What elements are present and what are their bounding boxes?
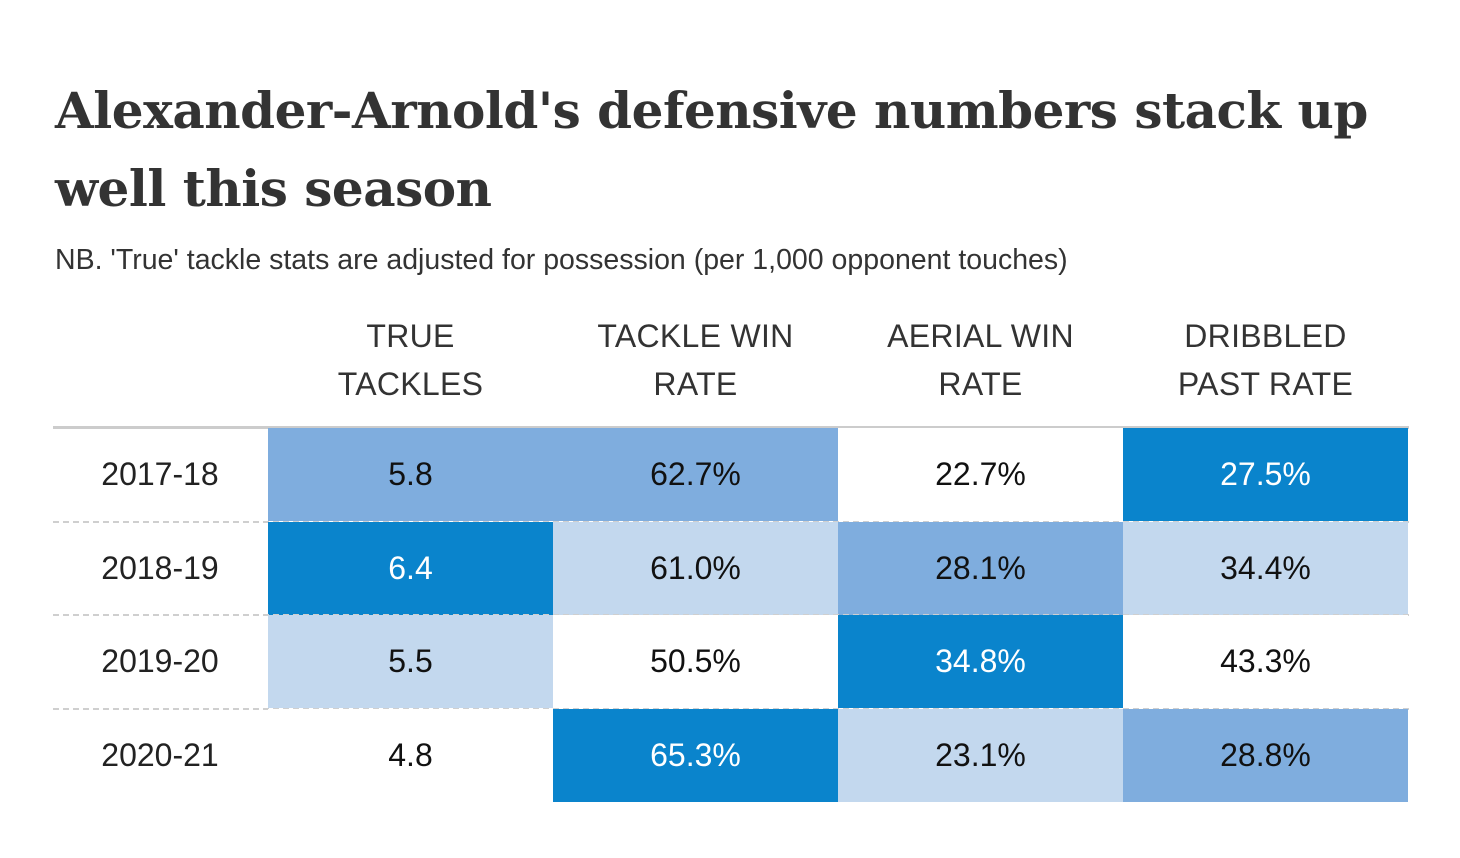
chart-title: Alexander-Arnold's defensive numbers sta… bbox=[55, 81, 1368, 218]
column-header-line: DRIBBLED bbox=[1184, 318, 1347, 354]
table-row: 2018-19 6.4 61.0% 28.1% 34.4% bbox=[53, 522, 1409, 615]
table-cell: 6.4 bbox=[268, 522, 553, 615]
table-cell: 65.3% bbox=[553, 709, 838, 802]
row-label: 2017-18 bbox=[101, 456, 219, 492]
chart-subtitle: NB. 'True' tackle stats are adjusted for… bbox=[55, 244, 1068, 276]
table-cell: 22.7% bbox=[838, 428, 1123, 521]
table-cell: 61.0% bbox=[553, 522, 838, 615]
table-cell: 34.8% bbox=[838, 615, 1123, 708]
table-cell: 50.5% bbox=[553, 615, 838, 708]
column-header-line: TRUE bbox=[366, 318, 455, 354]
column-header-line: PAST RATE bbox=[1177, 366, 1354, 402]
table-row: 2020-21 4.8 65.3% 23.1% 28.8% bbox=[53, 709, 1409, 802]
column-header-aerial-win-rate: AERIAL WIN RATE bbox=[838, 312, 1123, 408]
table-cell: 4.8 bbox=[268, 709, 553, 802]
table-cell: 62.7% bbox=[553, 428, 838, 521]
table-cell: 23.1% bbox=[838, 709, 1123, 802]
column-header-line: AERIAL WIN bbox=[887, 318, 1074, 354]
column-header-line: TACKLE WIN bbox=[597, 318, 794, 354]
table-cell: 28.1% bbox=[838, 522, 1123, 615]
row-label: 2020-21 bbox=[101, 737, 219, 773]
header-rule bbox=[53, 426, 1409, 429]
column-header-tackle-win-rate: TACKLE WIN RATE bbox=[553, 312, 838, 408]
table-row: 2017-18 5.8 62.7% 22.7% 27.5% bbox=[53, 428, 1409, 521]
table-cell: 5.5 bbox=[268, 615, 553, 708]
table-row: 2019-20 5.5 50.5% 34.8% 43.3% bbox=[53, 615, 1409, 708]
table-cell: 5.8 bbox=[268, 428, 553, 521]
row-label: 2018-19 bbox=[101, 550, 219, 586]
column-header-dribbled-past-rate: DRIBBLED PAST RATE bbox=[1123, 312, 1408, 408]
row-label: 2019-20 bbox=[101, 643, 219, 679]
column-header-line: TACKLES bbox=[337, 366, 484, 402]
column-header-line: RATE bbox=[938, 366, 1023, 402]
table-cell: 27.5% bbox=[1123, 428, 1408, 521]
table-cell: 28.8% bbox=[1123, 709, 1408, 802]
table-cell: 34.4% bbox=[1123, 522, 1408, 615]
column-header-line: RATE bbox=[653, 366, 738, 402]
column-header-true-tackles: TRUE TACKLES bbox=[268, 312, 553, 408]
stats-table: TRUE TACKLES TACKLE WIN RATE AERIAL WIN … bbox=[53, 312, 1409, 802]
table-header-row: TRUE TACKLES TACKLE WIN RATE AERIAL WIN … bbox=[53, 312, 1409, 426]
table-cell: 43.3% bbox=[1123, 615, 1408, 708]
